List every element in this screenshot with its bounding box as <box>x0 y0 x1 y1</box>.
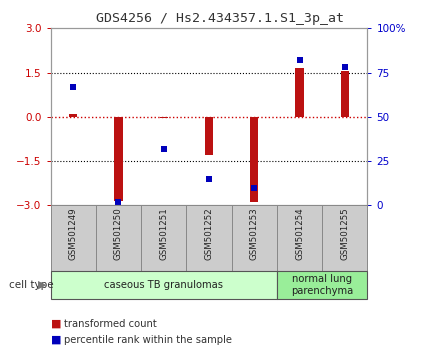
Bar <box>295 68 304 117</box>
Text: GDS4256 / Hs2.434357.1.S1_3p_at: GDS4256 / Hs2.434357.1.S1_3p_at <box>96 12 344 25</box>
Bar <box>141 205 187 271</box>
Bar <box>322 205 367 271</box>
Bar <box>69 114 77 117</box>
Bar <box>51 205 96 271</box>
Text: GSM501251: GSM501251 <box>159 207 168 260</box>
Bar <box>277 205 322 271</box>
Bar <box>250 117 258 202</box>
Text: normal lung
parenchyma: normal lung parenchyma <box>291 274 353 296</box>
Text: ■: ■ <box>51 335 61 345</box>
Bar <box>205 117 213 155</box>
Bar <box>341 71 349 117</box>
Bar <box>96 205 141 271</box>
Bar <box>277 271 367 299</box>
Text: cell type: cell type <box>9 280 53 290</box>
Bar <box>51 271 277 299</box>
Text: GSM501255: GSM501255 <box>340 207 349 260</box>
Bar <box>231 205 277 271</box>
Text: ■: ■ <box>51 319 61 329</box>
Text: GSM501254: GSM501254 <box>295 207 304 260</box>
Text: transformed count: transformed count <box>64 319 157 329</box>
Bar <box>160 117 168 118</box>
Text: GSM501250: GSM501250 <box>114 207 123 260</box>
Text: GSM501253: GSM501253 <box>250 207 259 260</box>
Text: GSM501252: GSM501252 <box>205 207 213 260</box>
Text: ▶: ▶ <box>38 280 46 290</box>
Bar <box>114 117 123 201</box>
Text: caseous TB granulomas: caseous TB granulomas <box>104 280 223 290</box>
Text: percentile rank within the sample: percentile rank within the sample <box>64 335 232 345</box>
Bar <box>187 205 231 271</box>
Text: GSM501249: GSM501249 <box>69 207 78 260</box>
